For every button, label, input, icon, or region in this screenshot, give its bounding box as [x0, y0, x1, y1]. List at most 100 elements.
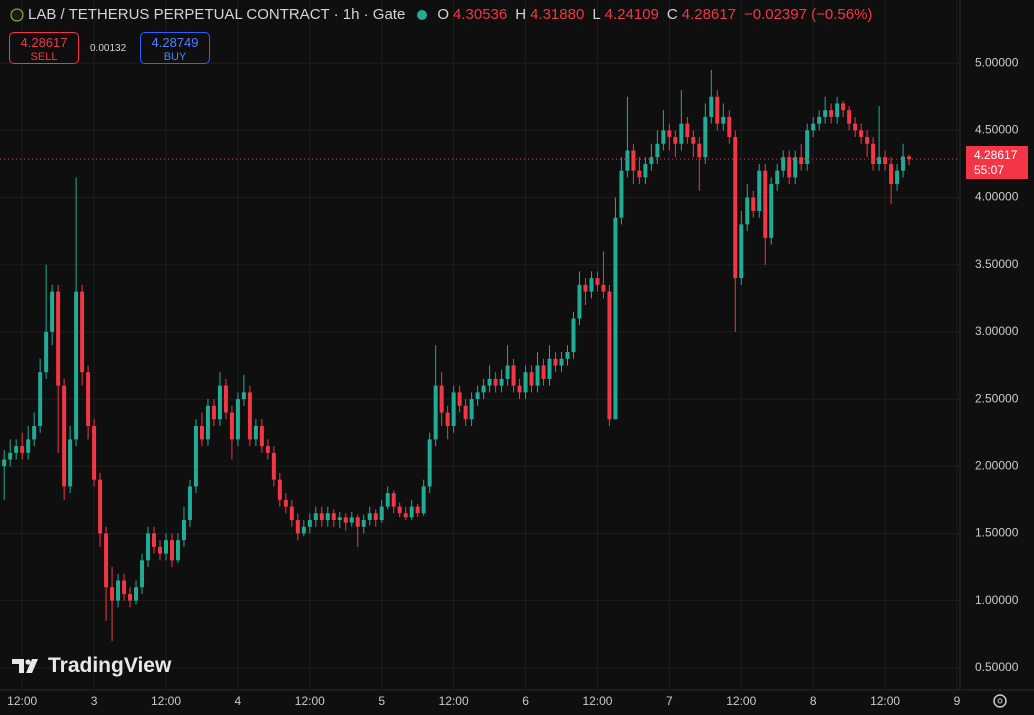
candle-body	[727, 116, 732, 138]
candle-body	[709, 96, 714, 117]
price-label: 4.28617 55:07	[966, 146, 1028, 179]
candle-body	[122, 580, 127, 594]
gear[interactable]	[993, 694, 1007, 708]
candle-body	[421, 486, 426, 514]
candle-body	[163, 540, 168, 554]
candle-body	[32, 425, 37, 440]
x-tick-label: 12:00	[295, 694, 325, 708]
candle-body	[601, 284, 606, 292]
candle-body	[56, 291, 61, 386]
ohlc-key: H	[515, 6, 527, 23]
candle-body	[847, 110, 852, 124]
logo-text[interactable]: TradingView	[48, 654, 172, 677]
sell-button[interactable]: 4.28617 SELL	[9, 32, 79, 64]
candle-body	[199, 425, 204, 440]
candle-body	[451, 392, 456, 426]
sell-price[interactable]: 4.28617	[20, 35, 68, 50]
candle-body	[259, 425, 264, 447]
candle-body	[493, 378, 498, 386]
candle-body	[343, 517, 348, 523]
candle-body	[631, 150, 636, 171]
candle-body	[649, 157, 654, 164]
y-tick-label: 3.00000	[975, 324, 1019, 338]
y-tick-label: 3.50000	[975, 257, 1019, 271]
gear-center[interactable]	[997, 698, 1003, 704]
candle-body	[655, 143, 660, 158]
candle-body	[86, 372, 91, 426]
spread: 0.00132	[90, 43, 127, 54]
candle-body	[883, 157, 888, 164]
candle-body	[565, 352, 570, 359]
candle-body	[607, 291, 612, 420]
candle-body	[823, 110, 828, 117]
candle-body	[829, 110, 834, 117]
candle-body	[20, 446, 25, 453]
candle-body	[409, 506, 414, 518]
settings-icon[interactable]	[993, 694, 1007, 708]
candle-body	[44, 331, 49, 373]
buy-price[interactable]: 4.28749	[151, 35, 199, 50]
candle-body	[541, 365, 546, 379]
candle-body	[637, 170, 642, 178]
candle-body	[889, 163, 894, 185]
grid	[0, 0, 960, 690]
x-tick-label: 12:00	[151, 694, 181, 708]
x-tick-label: 12:00	[439, 694, 469, 708]
candle-body	[841, 103, 846, 111]
candle-body	[181, 520, 186, 541]
candle-body	[619, 170, 624, 218]
candle-body	[295, 520, 300, 534]
ohlc-key: O	[437, 6, 449, 23]
candle-body	[739, 224, 744, 279]
candle-body	[577, 284, 582, 319]
candle-body	[253, 425, 258, 440]
candle-body	[439, 385, 444, 413]
candle-body	[721, 116, 726, 124]
candle-body	[487, 378, 492, 386]
candle-body	[277, 479, 282, 500]
candle-body	[553, 358, 558, 366]
change: −0.02397 (−0.56%)	[743, 6, 873, 23]
candle-body	[865, 137, 870, 144]
candle-body	[331, 513, 336, 521]
x-tick-label: 3	[91, 694, 98, 708]
candle-body	[62, 385, 67, 487]
candle-body	[835, 103, 840, 117]
candle-body	[152, 533, 157, 547]
candle-body	[175, 540, 180, 561]
candle-body	[445, 412, 450, 426]
countdown: 55:07	[974, 163, 1005, 177]
x-tick-label: 5	[378, 694, 385, 708]
logo-icon[interactable]	[12, 657, 42, 675]
candle-body	[361, 520, 366, 527]
x-tick-label: 6	[522, 694, 529, 708]
candle-body	[223, 385, 228, 413]
y-tick-label: 4.00000	[975, 190, 1019, 204]
candle-body	[787, 157, 792, 178]
candle-body	[871, 143, 876, 164]
logo[interactable]: TradingView	[12, 654, 171, 678]
ohlc-value: 4.30536	[453, 6, 508, 23]
candle-body	[8, 452, 13, 460]
candle-body	[74, 291, 79, 440]
header: LAB / TETHERUS PERPETUAL CONTRACT · 1h ·…	[10, 6, 872, 23]
candle-body	[98, 479, 103, 534]
candle-body	[158, 546, 162, 554]
buy-label[interactable]: BUY	[163, 51, 187, 63]
x-tick-label: 12:00	[870, 694, 900, 708]
candle-body	[379, 506, 384, 521]
candle-body	[799, 157, 804, 164]
candle-body	[217, 385, 222, 420]
candle-body	[271, 452, 276, 480]
ohlc-key: C	[666, 6, 678, 23]
candle-body	[229, 412, 234, 440]
candle-body	[697, 143, 702, 158]
sell-label[interactable]: SELL	[30, 51, 58, 63]
candle-body	[205, 405, 210, 440]
ohlc-value: 4.28617	[681, 6, 736, 23]
candle-body	[146, 533, 151, 561]
candle-body	[289, 506, 294, 521]
buy-button[interactable]: 4.28749 BUY	[140, 32, 210, 64]
candle-body	[499, 378, 504, 386]
